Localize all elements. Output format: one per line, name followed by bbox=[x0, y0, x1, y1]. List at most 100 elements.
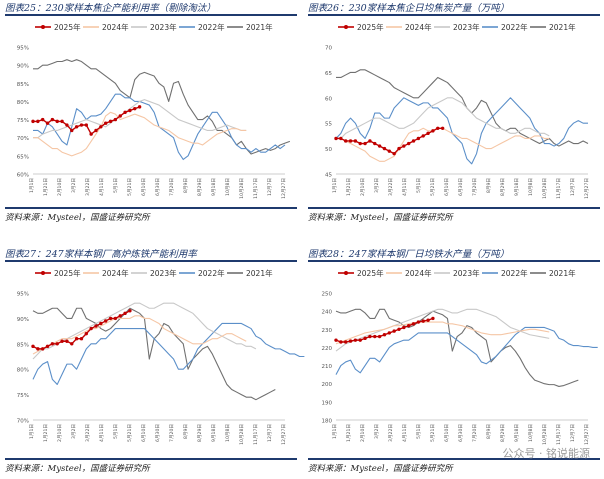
data-point bbox=[334, 136, 338, 141]
legend-label: 2025年 bbox=[357, 22, 384, 32]
x-tick-label: 3月2日 bbox=[71, 424, 77, 439]
chart-title: 图表26：230家样本焦企日均焦炭产量（万吨） bbox=[308, 3, 510, 14]
x-tick-label: 9月18日 bbox=[211, 178, 217, 196]
data-point bbox=[103, 319, 108, 323]
x-tick-label: 3月22日 bbox=[85, 178, 91, 196]
data-point bbox=[368, 139, 372, 143]
data-point bbox=[406, 141, 411, 146]
y-tick-label: 70% bbox=[17, 419, 29, 425]
title-underline bbox=[5, 260, 297, 262]
series-line-2021年 bbox=[335, 308, 579, 387]
data-point bbox=[89, 132, 93, 136]
y-tick-label: 80% bbox=[17, 368, 29, 374]
source-underline bbox=[5, 207, 297, 209]
data-point bbox=[84, 331, 89, 336]
data-point bbox=[60, 339, 64, 343]
x-tick-label: 6月10日 bbox=[141, 424, 147, 442]
y-tick-label: 95% bbox=[17, 292, 29, 298]
data-point bbox=[348, 339, 353, 343]
x-tick-label: 4月11日 bbox=[99, 178, 105, 196]
legend-marker bbox=[344, 271, 348, 275]
data-point bbox=[358, 141, 362, 146]
data-point bbox=[36, 347, 40, 351]
chart-2: 2025年 2024年 2023年 2022年 2021年 45 50 55 60 65 70 1月1… bbox=[325, 22, 590, 199]
y-tick-label: 230 bbox=[322, 328, 333, 334]
data-point bbox=[382, 146, 387, 151]
data-point bbox=[70, 342, 74, 346]
source-underline bbox=[308, 458, 600, 460]
x-tick-label: 6月30日 bbox=[458, 178, 464, 196]
y-tick-label: 70 bbox=[325, 46, 332, 52]
y-tick-label: 90% bbox=[17, 64, 29, 70]
legend-label: 2022年 bbox=[501, 268, 528, 278]
data-point bbox=[416, 136, 421, 141]
x-tick-label: 12月27日 bbox=[584, 424, 590, 445]
x-tick-label: 11月17日 bbox=[556, 424, 562, 445]
x-tick-label: 5月21日 bbox=[430, 424, 436, 442]
data-point bbox=[94, 324, 98, 328]
legend-label: 2025年 bbox=[54, 268, 81, 278]
title-underline bbox=[308, 260, 600, 262]
legend-label: 2022年 bbox=[501, 22, 528, 32]
x-tick-label: 12月7日 bbox=[570, 424, 576, 442]
data-point bbox=[128, 309, 132, 313]
x-tick-label: 6月10日 bbox=[444, 424, 450, 442]
source-note: 资料来源：Mysteel，国盛证券研究所 bbox=[5, 213, 150, 223]
data-point bbox=[421, 319, 425, 323]
x-tick-label: 12月27日 bbox=[281, 424, 287, 445]
x-tick-label: 9月18日 bbox=[514, 424, 520, 442]
data-point bbox=[339, 136, 343, 141]
x-tick-label: 4月11日 bbox=[402, 178, 408, 196]
source-note: 资料来源：Mysteel，国盛证券研究所 bbox=[308, 213, 453, 223]
legend-marker bbox=[41, 271, 45, 275]
legend-label: 2021年 bbox=[246, 268, 273, 278]
x-tick-label: 9月18日 bbox=[211, 424, 217, 442]
x-tick-label: 5月21日 bbox=[127, 178, 133, 196]
x-tick-label: 3月2日 bbox=[374, 424, 380, 439]
chart-title: 图表27：247家样本钢厂高炉炼铁产能利用率 bbox=[5, 249, 197, 260]
x-tick-label: 5月1日 bbox=[113, 178, 119, 193]
data-point bbox=[397, 146, 401, 151]
data-point bbox=[133, 106, 137, 111]
y-tick-label: 65 bbox=[325, 71, 332, 77]
x-tick-label: 5月1日 bbox=[416, 424, 422, 439]
source-underline bbox=[5, 458, 297, 460]
data-point bbox=[358, 338, 362, 342]
data-point bbox=[99, 125, 103, 129]
series-line-2024年 bbox=[33, 111, 247, 157]
legend-label: 2025年 bbox=[357, 268, 384, 278]
legend-label: 2024年 bbox=[405, 268, 432, 278]
y-tick-label: 250 bbox=[322, 292, 333, 298]
data-point bbox=[40, 347, 45, 351]
data-point bbox=[402, 144, 406, 148]
data-point bbox=[426, 318, 430, 322]
x-tick-label: 1月1日 bbox=[29, 424, 35, 439]
y-tick-label: 75% bbox=[17, 393, 29, 399]
x-tick-label: 1月1日 bbox=[332, 424, 338, 439]
x-tick-label: 10月28日 bbox=[239, 424, 245, 445]
title-underline bbox=[5, 14, 297, 16]
x-tick-label: 11月17日 bbox=[253, 424, 259, 445]
y-tick-label: 70% bbox=[17, 136, 29, 142]
data-point bbox=[45, 121, 50, 125]
data-point bbox=[343, 340, 348, 344]
data-point bbox=[363, 336, 367, 341]
data-point bbox=[45, 344, 50, 349]
watermark: 公众号 · 铭说能源 bbox=[502, 447, 591, 460]
panel-1: 图表25：230家样本焦企产能利用率（剔除淘汰） 2025年 2024年 2023年… bbox=[5, 0, 297, 235]
legend-label: 2023年 bbox=[150, 268, 177, 278]
data-point bbox=[128, 108, 132, 113]
x-tick-label: 12月7日 bbox=[267, 424, 273, 442]
x-tick-label: 7月20日 bbox=[169, 424, 175, 442]
panel-2: 图表26：230家样本焦企日均焦炭产量（万吨） 2025年 2024年 2023年 2… bbox=[308, 0, 600, 235]
legend-label: 2022年 bbox=[198, 22, 225, 32]
series-line-2022年 bbox=[335, 97, 588, 165]
data-point bbox=[402, 325, 406, 330]
data-point bbox=[363, 141, 367, 146]
data-point bbox=[416, 320, 421, 324]
x-tick-label: 10月28日 bbox=[239, 178, 245, 199]
x-tick-label: 3月22日 bbox=[388, 424, 394, 442]
x-tick-label: 8月29日 bbox=[500, 424, 506, 442]
y-tick-label: 65% bbox=[17, 154, 29, 160]
data-point bbox=[406, 323, 411, 328]
